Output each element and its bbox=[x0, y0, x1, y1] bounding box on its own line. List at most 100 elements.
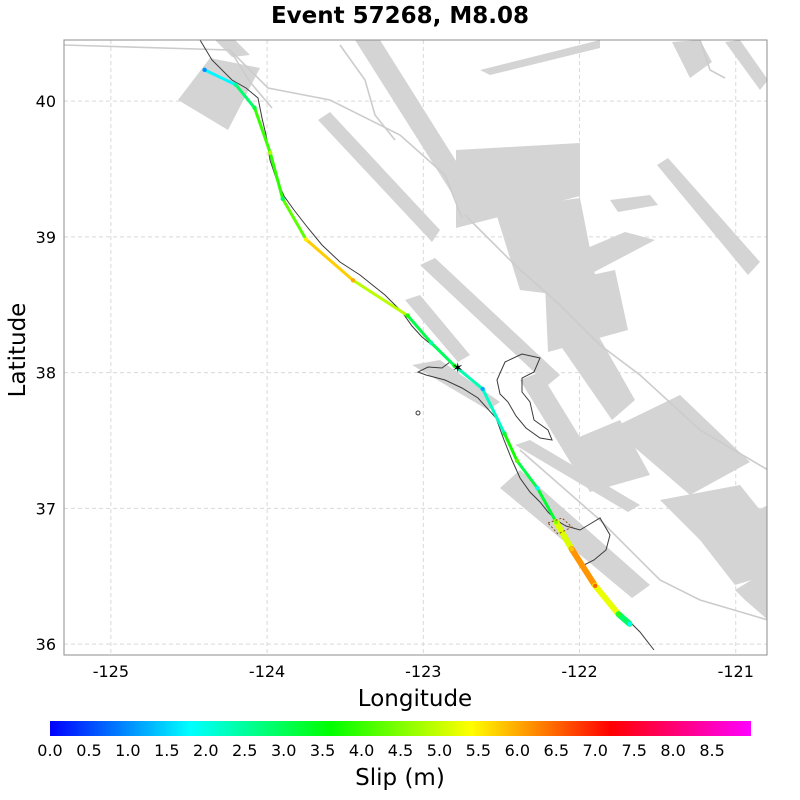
colorbar bbox=[50, 721, 751, 736]
rupture-node bbox=[502, 431, 507, 436]
rupture-node bbox=[535, 485, 540, 491]
colorbar-tick-label: 8.0 bbox=[660, 741, 685, 760]
rupture-node bbox=[303, 237, 309, 242]
fault-section bbox=[178, 58, 260, 130]
fault-section bbox=[540, 232, 655, 290]
island-outline bbox=[415, 410, 421, 416]
fault-section bbox=[480, 40, 600, 75]
colorbar-tick-label: 4.0 bbox=[349, 741, 374, 760]
fault-section bbox=[500, 470, 650, 598]
fault-section bbox=[700, 505, 767, 585]
colorbar-tick-label: 6.5 bbox=[544, 741, 569, 760]
fault-section bbox=[318, 112, 440, 242]
colorbar-tick-label: 1.0 bbox=[115, 741, 140, 760]
colorbar-tick-label: 1.5 bbox=[154, 741, 179, 760]
rupture-node bbox=[268, 150, 273, 155]
rupture-segment bbox=[268, 151, 285, 201]
colorbar-tick-label: 7.0 bbox=[582, 741, 607, 760]
fault-section bbox=[420, 258, 560, 385]
fault-section bbox=[725, 40, 767, 90]
rupture-segment bbox=[503, 432, 519, 463]
rupture-node bbox=[452, 363, 457, 369]
x-tick-label: -121 bbox=[718, 662, 754, 681]
y-axis-label: Latitude bbox=[5, 303, 31, 398]
rupture-segment bbox=[429, 341, 457, 368]
road-line bbox=[229, 49, 273, 109]
y-tick-label: 38 bbox=[36, 364, 56, 383]
colorbar-tick-label: 4.5 bbox=[388, 741, 413, 760]
secondary-section-outline bbox=[547, 517, 573, 535]
rupture-node bbox=[405, 313, 410, 318]
rupture-segment bbox=[281, 197, 308, 242]
fault-section bbox=[545, 270, 628, 352]
rupture-node bbox=[592, 583, 598, 588]
rupture-segment bbox=[535, 486, 558, 524]
rupture-node bbox=[569, 546, 574, 552]
colorbar-tick-label: 3.0 bbox=[271, 741, 296, 760]
rupture-segment bbox=[406, 314, 433, 345]
colorbar-tick-label: 3.5 bbox=[310, 741, 335, 760]
x-tick-label: -124 bbox=[249, 662, 285, 681]
rupture-node bbox=[553, 519, 559, 525]
rupture-trace bbox=[202, 67, 633, 627]
rupture-node bbox=[627, 621, 632, 626]
colorbar-label: Slip (m) bbox=[355, 765, 445, 791]
rupture-node bbox=[480, 386, 485, 392]
rupture-segment bbox=[615, 611, 633, 627]
x-tick-label: -122 bbox=[561, 662, 597, 681]
rupture-segment bbox=[203, 68, 238, 87]
fault-section bbox=[405, 295, 470, 362]
road-line bbox=[699, 40, 726, 79]
rupture-segment bbox=[592, 582, 622, 618]
colorbar-tick-label: 0.0 bbox=[37, 741, 62, 760]
rupture-segment bbox=[481, 387, 507, 436]
x-axis-ticks: -125 -124 -123 -122 -121 bbox=[93, 662, 754, 681]
y-tick-label: 36 bbox=[36, 635, 56, 654]
road-line bbox=[519, 449, 767, 621]
x-tick-label: -123 bbox=[405, 662, 441, 681]
rupture-segment bbox=[453, 364, 485, 391]
rupture-node bbox=[233, 82, 239, 88]
fault-section bbox=[215, 40, 250, 57]
y-tick-label: 39 bbox=[36, 228, 56, 247]
rupture-segment bbox=[515, 459, 539, 490]
x-axis-label: Longitude bbox=[358, 686, 472, 712]
colorbar-ticks: 0.0 0.5 1.0 1.5 2.0 2.5 3.0 3.5 4.0 4.5 5.0 5.5 6.0 6… bbox=[37, 741, 725, 760]
rupture-node bbox=[514, 458, 520, 464]
colorbar-tick-label: 2.5 bbox=[232, 741, 257, 760]
fault-section bbox=[612, 395, 750, 495]
colorbar-tick-label: 5.0 bbox=[427, 741, 452, 760]
rupture-segment bbox=[553, 518, 575, 553]
road-line bbox=[464, 214, 767, 471]
x-tick-label: -125 bbox=[93, 662, 129, 681]
rupture-segment bbox=[253, 106, 272, 155]
fault-section bbox=[560, 335, 635, 420]
rupture-node bbox=[350, 278, 356, 283]
fault-section bbox=[515, 440, 640, 512]
plot-frame bbox=[63, 39, 768, 656]
rupture-node bbox=[280, 196, 285, 202]
fault-sections bbox=[178, 40, 767, 620]
fault-section bbox=[610, 195, 658, 212]
fault-section bbox=[456, 143, 580, 228]
rupture-segment bbox=[234, 83, 257, 110]
y-axis-ticks: 36 37 38 39 40 bbox=[36, 92, 56, 654]
chart-title: Event 57268, M8.08 bbox=[271, 3, 529, 29]
rupture-node bbox=[202, 67, 207, 73]
fault-section bbox=[672, 40, 712, 78]
colorbar-tick-label: 8.5 bbox=[699, 741, 724, 760]
rupture-node bbox=[616, 612, 621, 617]
hypocenter-marker: ✶ bbox=[452, 361, 464, 377]
rupture-node bbox=[428, 340, 434, 345]
colorbar-tick-label: 7.5 bbox=[621, 741, 646, 760]
rupture-node bbox=[252, 105, 257, 111]
fault-section bbox=[735, 570, 767, 620]
bay-outline bbox=[496, 353, 553, 441]
rupture-segment bbox=[351, 278, 410, 318]
rupture-segment bbox=[568, 546, 599, 589]
colorbar-tick-label: 0.5 bbox=[76, 741, 101, 760]
y-tick-label: 37 bbox=[36, 499, 56, 518]
colorbar-tick-label: 5.5 bbox=[466, 741, 491, 760]
rupture-segment bbox=[304, 238, 355, 282]
